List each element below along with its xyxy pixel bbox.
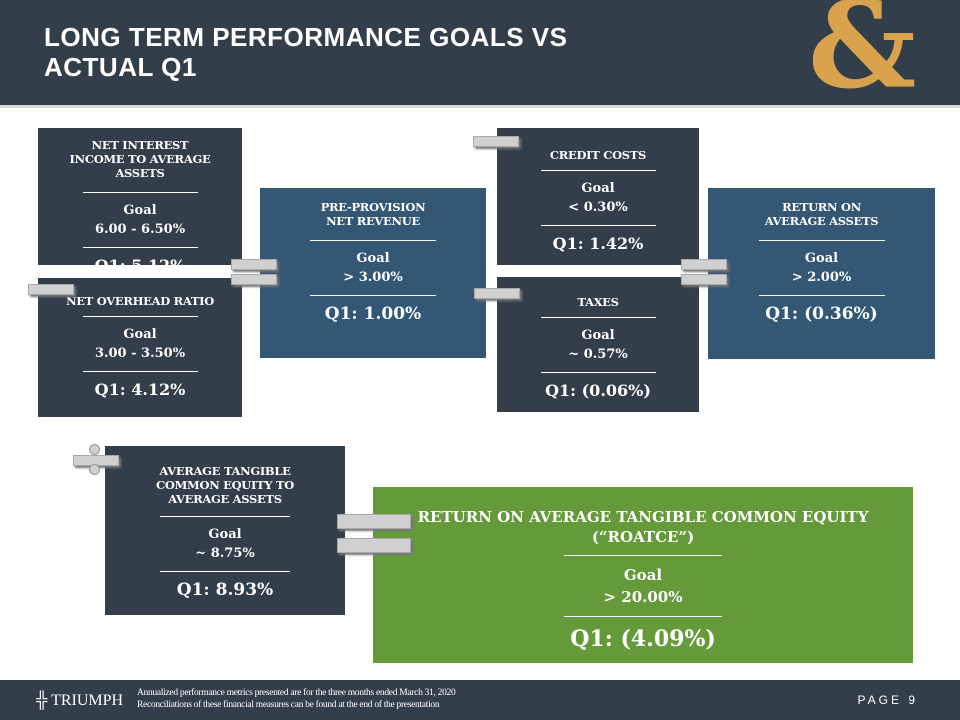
title-line-1: LONG TERM PERFORMANCE GOALS VS <box>44 22 568 52</box>
connector-bar <box>231 259 277 270</box>
divider <box>82 192 198 193</box>
divider <box>82 247 198 248</box>
connector-bar <box>681 274 727 285</box>
metric-credit-costs: CREDIT COSTS Goal < 0.30% Q1: 1.42% <box>497 128 699 265</box>
footnote-line-1: Annualized performance metrics presented… <box>137 688 456 698</box>
divider <box>540 372 656 373</box>
footnote-line-2: Reconciliations of these financial measu… <box>137 700 440 710</box>
divider <box>82 371 198 372</box>
metric-label: PRE-PROVISION NET REVENUE <box>320 200 426 228</box>
metric-pre-provision-net-revenue: PRE-PROVISION NET REVENUE Goal > 3.00% Q… <box>260 188 486 358</box>
connector-bar <box>681 259 727 270</box>
goal-label: Goal <box>356 251 390 266</box>
goal-label: Goal <box>123 203 157 218</box>
connector-bar <box>473 136 519 147</box>
divider <box>564 555 722 556</box>
connector-dot <box>89 444 100 455</box>
metric-taxes: TAXES Goal ~ 0.57% Q1: (0.06%) <box>497 277 699 412</box>
divider <box>310 240 436 241</box>
metric-roatce: RETURN ON AVERAGE TANGIBLE COMMON EQUITY… <box>373 487 913 663</box>
metric-label: CREDIT COSTS <box>549 148 647 162</box>
divider <box>540 170 656 171</box>
goal-value: ~ 0.57% <box>568 347 628 362</box>
metric-label: AVERAGE TANGIBLE COMMON EQUITY TO AVERAG… <box>156 464 294 506</box>
page-title: LONG TERM PERFORMANCE GOALS VS ACTUAL Q1 <box>44 22 567 82</box>
actual-value: Q1: 8.93% <box>176 580 274 600</box>
goal-label: Goal <box>208 527 242 542</box>
goal-value: 6.00 - 6.50% <box>94 222 186 237</box>
goal-value: < 0.30% <box>568 200 628 215</box>
title-line-2: ACTUAL Q1 <box>44 52 197 82</box>
metric-label: RETURN ON AVERAGE TANGIBLE COMMON EQUITY… <box>417 508 869 546</box>
goal-value: > 20.00% <box>603 588 683 606</box>
metric-tangible-common-equity-to-assets: AVERAGE TANGIBLE COMMON EQUITY TO AVERAG… <box>105 446 345 615</box>
divider <box>564 616 722 617</box>
connector-bar <box>337 514 411 529</box>
goal-value: > 3.00% <box>343 270 403 285</box>
goal-value: 3.00 - 3.50% <box>94 346 186 361</box>
goal-label: Goal <box>123 327 157 342</box>
cross-icon: ╬ <box>36 692 48 709</box>
metric-net-overhead-ratio: NET OVERHEAD RATIO Goal 3.00 - 3.50% Q1:… <box>38 278 242 417</box>
goal-value: > 2.00% <box>791 270 852 285</box>
divider <box>310 295 436 296</box>
actual-value: Q1: (0.06%) <box>545 381 651 400</box>
metric-label: NET OVERHEAD RATIO <box>66 294 214 308</box>
page-number: PAGE 9 <box>857 693 918 707</box>
metric-net-interest-income: NET INTEREST INCOME TO AVERAGE ASSETS Go… <box>38 128 242 275</box>
divider <box>82 316 198 317</box>
header-bar: LONG TERM PERFORMANCE GOALS VS ACTUAL Q1 … <box>0 0 960 108</box>
actual-value: Q1: 1.00% <box>324 304 422 324</box>
divider <box>758 295 885 296</box>
divider <box>758 240 885 241</box>
divider <box>540 225 656 226</box>
actual-value: Q1: 1.42% <box>552 234 644 253</box>
footnote: Annualized performance metrics presented… <box>137 687 456 711</box>
goal-label: Goal <box>581 328 615 343</box>
metric-return-on-average-assets: RETURN ON AVERAGE ASSETS Goal > 2.00% Q1… <box>708 188 935 359</box>
ampersand-logo: & <box>808 0 917 116</box>
actual-value: Q1: 4.12% <box>94 380 186 399</box>
goal-value: ~ 8.75% <box>195 546 255 561</box>
actual-value: Q1: 5.12% <box>94 256 186 275</box>
goal-label: Goal <box>623 566 663 584</box>
metric-label: NET INTEREST INCOME TO AVERAGE ASSETS <box>69 138 211 180</box>
brand-name: TRIUMPH <box>51 692 124 709</box>
triumph-logo: ╬ TRIUMPH <box>36 692 123 710</box>
connector-dot <box>89 464 100 475</box>
connector-bar <box>474 288 520 299</box>
connector-bar <box>231 274 277 285</box>
divider <box>160 571 290 572</box>
actual-value: Q1: (4.09%) <box>570 626 716 652</box>
goal-label: Goal <box>804 251 839 266</box>
actual-value: Q1: (0.36%) <box>765 304 878 324</box>
divider <box>540 317 656 318</box>
connector-bar <box>28 284 74 295</box>
footer-bar: ╬ TRIUMPH Annualized performance metrics… <box>0 680 960 720</box>
metric-label: TAXES <box>577 295 619 309</box>
divider <box>160 516 290 517</box>
metric-label: RETURN ON AVERAGE ASSETS <box>764 200 879 228</box>
connector-bar <box>337 538 411 553</box>
goal-label: Goal <box>581 181 615 196</box>
